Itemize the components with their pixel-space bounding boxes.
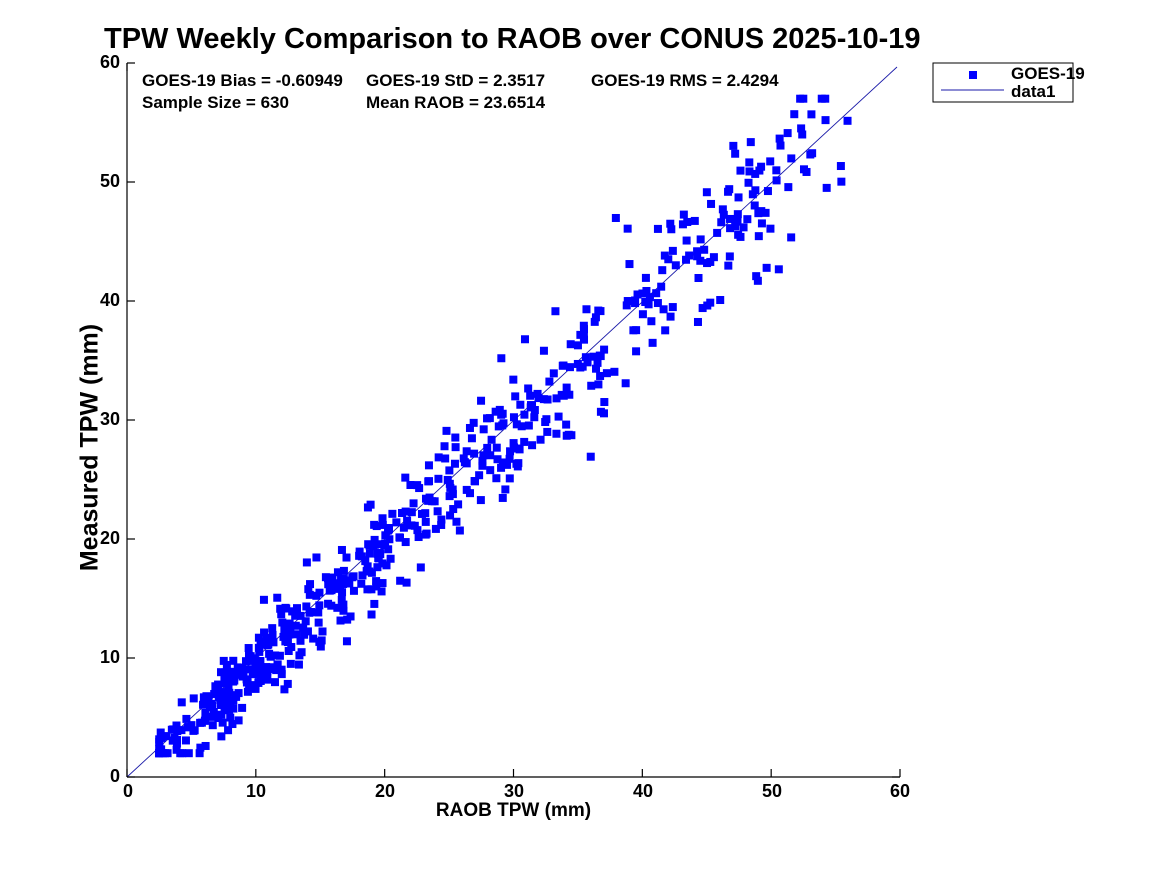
svg-text:data1: data1: [1011, 82, 1055, 101]
svg-text:GOES-19: GOES-19: [1011, 64, 1085, 83]
